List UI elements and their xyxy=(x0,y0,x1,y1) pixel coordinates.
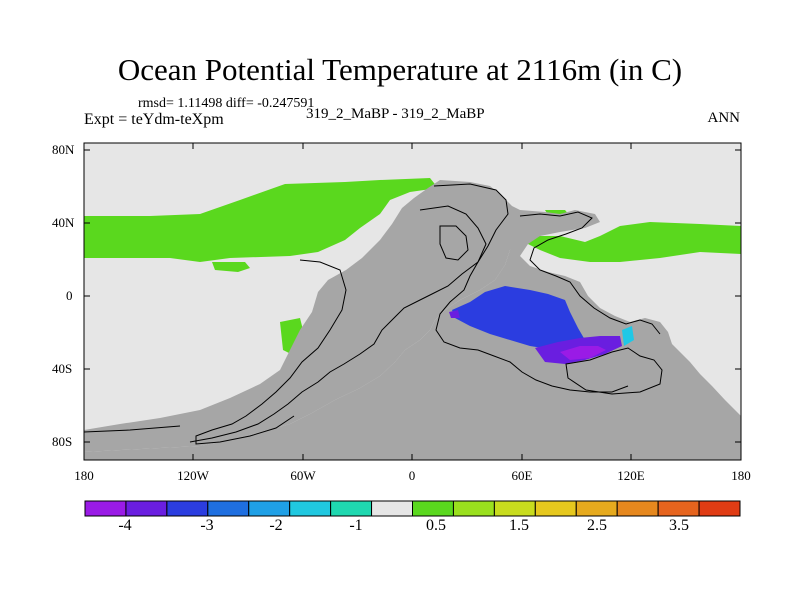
land-australia xyxy=(560,344,670,398)
case-label: 319_2_MaBP - 319_2_MaBP xyxy=(306,106,485,122)
colorbar-label: -3 xyxy=(200,517,214,534)
colorbar-swatch xyxy=(452,500,495,517)
plot-title: Ocean Potential Temperature at 2116m (in… xyxy=(117,52,683,87)
violet-anomaly-region xyxy=(560,346,606,360)
green-anomaly-northwest xyxy=(212,262,250,272)
lat-label-40s: 40S xyxy=(52,361,73,376)
colorbar-label: -4 xyxy=(118,517,132,534)
map-ticks xyxy=(84,143,741,460)
coastline-asia xyxy=(519,211,661,335)
colorbar-swatch xyxy=(698,500,741,517)
lat-label-0: 0 xyxy=(66,288,73,303)
coastline-antarctica xyxy=(83,425,181,433)
lon-label-120e: 120E xyxy=(617,468,645,483)
colorbar-swatch xyxy=(207,500,250,517)
land-americas xyxy=(84,180,520,452)
lon-label-180e: 180 xyxy=(731,468,751,483)
colorbar-swatch xyxy=(616,500,659,517)
colorbar-swatch xyxy=(657,500,700,517)
blue-anomaly-region xyxy=(452,286,585,350)
coastline-africa xyxy=(419,205,629,393)
cyan-anomaly-edge xyxy=(622,326,634,346)
lon-label-180w: 180 xyxy=(74,468,94,483)
colorbar-label: -1 xyxy=(349,517,363,534)
stats-text: rmsd= 1.11498 diff= -0.247591 xyxy=(138,96,315,111)
colorbar-swatch xyxy=(84,500,127,517)
lon-label-0: 0 xyxy=(408,468,416,483)
violet-anomaly-west xyxy=(449,310,460,318)
coastline-americas xyxy=(189,183,509,443)
lon-label-60e: 60E xyxy=(511,468,533,483)
colorbar-label: 0.5 xyxy=(426,517,446,534)
colorbar-swatch xyxy=(412,500,454,517)
colorbar-swatch xyxy=(575,500,618,517)
experiment-label: Expt = teYdm-teXpm xyxy=(84,111,224,128)
colorbar-swatch xyxy=(166,500,209,517)
colorbar-swatch xyxy=(289,500,332,517)
season-label: ANN xyxy=(707,110,741,126)
colorbar-swatch xyxy=(493,500,536,517)
colorbar-label: 2.5 xyxy=(587,517,607,534)
lon-label-120w: 120W xyxy=(177,468,209,483)
colorbar-swatch xyxy=(371,500,413,517)
land-africa-asia xyxy=(84,210,741,460)
colorbar-label: -2 xyxy=(269,517,283,534)
colorbar-swatch xyxy=(534,500,577,517)
lat-label-80n: 80N xyxy=(52,142,75,157)
colorbar-swatch xyxy=(330,500,373,517)
lat-label-80s: 80S xyxy=(52,434,73,449)
lon-label-60w: 60W xyxy=(290,468,316,483)
colorbar-label: 1.5 xyxy=(509,517,529,534)
green-anomaly-north xyxy=(84,178,438,262)
colorbar-swatch xyxy=(248,500,291,517)
coastline-southamerica xyxy=(195,259,347,445)
coastline-scandinavia xyxy=(439,225,469,261)
colorbar xyxy=(84,500,741,517)
colorbar-swatch xyxy=(125,500,168,517)
colorbar-label: 3.5 xyxy=(669,517,689,534)
lat-label-40n: 40N xyxy=(52,215,75,230)
coastline-australia xyxy=(565,347,663,395)
green-anomaly-pacific-east xyxy=(525,222,741,262)
